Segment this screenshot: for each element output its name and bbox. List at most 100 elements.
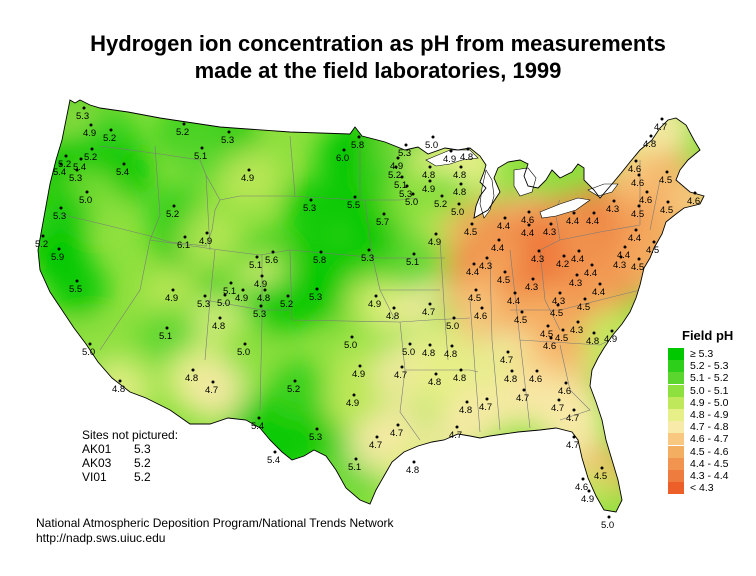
legend-label: 5.1 - 5.2	[690, 372, 729, 385]
site-marker: 4.3	[606, 199, 619, 215]
site-marker: 5.1	[159, 326, 172, 342]
site-marker: 5.0	[425, 135, 438, 151]
site-dot	[634, 228, 638, 232]
site-dot	[257, 416, 261, 420]
site-value-label: 5.0	[405, 197, 418, 208]
site-value-label: 4.8	[257, 293, 270, 304]
site-marker: 4.5	[646, 240, 659, 256]
site-dot	[623, 245, 627, 249]
ph-contour-blob	[173, 126, 233, 186]
site-dot	[374, 294, 378, 298]
site-value-label: 5.0	[82, 347, 95, 358]
site-value-label: 5.4	[53, 167, 66, 178]
site-marker: 4.8	[257, 288, 270, 304]
site-dot	[211, 380, 215, 384]
site-marker: 5.4	[116, 162, 129, 178]
legend-swatch	[668, 482, 684, 495]
footer-credit: National Atmospheric Deposition Program/…	[36, 516, 394, 530]
site-value-label: 4.9	[241, 173, 254, 184]
legend-label: 4.9 - 5.0	[690, 396, 729, 409]
site-marker: 5.6	[265, 250, 278, 266]
site-dot	[64, 154, 68, 158]
site-marker: 5.2	[58, 154, 71, 170]
site-value-label: 4.8	[460, 152, 473, 163]
site-dot	[549, 222, 553, 226]
site-dot	[41, 234, 45, 238]
site-dot	[408, 342, 412, 346]
site-value-label: 4.5	[631, 209, 644, 220]
site-dot	[459, 182, 463, 186]
site-dot	[645, 190, 649, 194]
site-marker: 5.9	[51, 247, 64, 263]
site-value-label: 5.2	[176, 127, 189, 138]
site-value-label: 4.5	[514, 315, 527, 326]
site-value-label: 5.0	[402, 347, 415, 358]
site-value-label: 5.0	[217, 298, 230, 309]
legend-item: 4.3 - 4.4	[668, 469, 754, 482]
site-value-label: 5.4	[251, 421, 264, 432]
legend-title: Field pH	[682, 328, 734, 343]
site-value-label: 4.9	[428, 237, 441, 248]
site-dot	[459, 368, 463, 372]
site-dot	[315, 287, 319, 291]
site-value-label: 5.4	[267, 455, 280, 466]
site-value-label: 5.3	[303, 203, 316, 214]
site-marker: 4.9	[422, 179, 435, 195]
site-value-label: 5.3	[361, 253, 374, 264]
site-dot	[576, 320, 580, 324]
site-dot	[352, 393, 356, 397]
site-value-label: 4.5	[468, 293, 481, 304]
site-dot	[263, 288, 267, 292]
site-value-label: 4.8	[428, 377, 441, 388]
site-dot	[400, 175, 404, 179]
site-marker: 5.1	[348, 457, 361, 473]
title-line-1: Hydrogen ion concentration as pH from me…	[90, 31, 666, 56]
site-value-label: 4.4	[507, 296, 520, 307]
site-dot	[660, 117, 664, 121]
site-marker: 4.4	[497, 216, 510, 232]
legend-swatch	[668, 360, 684, 373]
site-dot	[527, 210, 531, 214]
legend-swatch	[668, 469, 684, 482]
site-row: AK01 5.3	[82, 442, 178, 456]
site-dot	[665, 170, 669, 174]
site-marker: 4.8	[112, 379, 125, 395]
site-dot	[652, 240, 656, 244]
site-marker: 4.3	[552, 291, 565, 307]
site-marker: 5.3	[197, 294, 210, 310]
site-marker: 4.8	[643, 134, 656, 150]
site-dot	[122, 162, 126, 166]
site-dot	[109, 128, 113, 132]
site-dot	[89, 123, 93, 127]
site-value-label: 5.3	[76, 111, 89, 122]
site-marker: 4.9	[83, 123, 96, 139]
site-dot	[394, 165, 398, 169]
ph-contour-blob	[282, 178, 342, 238]
site-dot	[449, 149, 453, 153]
site-marker: 4.5	[468, 288, 481, 304]
state-boundaries	[59, 134, 661, 441]
site-value-label: 5.0	[451, 207, 464, 218]
site-marker: 4.3	[525, 277, 538, 293]
site-marker: 5.0	[446, 316, 459, 332]
site-marker: 4.5	[497, 270, 510, 286]
site-marker: 6.1	[177, 235, 190, 251]
site-marker: 5.8	[351, 135, 364, 151]
site-value-label: 5.2	[166, 209, 179, 220]
site-row: AK03 5.2	[82, 456, 178, 470]
site-dot	[350, 335, 354, 339]
site-marker: 5.2	[103, 128, 116, 144]
site-marker: 4.9	[165, 288, 178, 304]
site-value-label: 4.7	[500, 355, 513, 366]
site-value-label: 4.5	[660, 205, 673, 216]
site-value-label: 5.3	[69, 173, 82, 184]
legend-label: 4.3 - 4.4	[690, 469, 729, 482]
site-marker: 5.3	[399, 184, 412, 200]
legend-item: 5.0 - 5.1	[668, 384, 754, 397]
site-value-label: 4.5	[550, 308, 563, 319]
site-marker: 5.5	[69, 279, 82, 295]
site-dot	[191, 368, 195, 372]
site-dot	[557, 398, 561, 402]
title-line-2: made at the field laboratories, 1999	[194, 58, 562, 83]
site-dot	[497, 238, 501, 242]
